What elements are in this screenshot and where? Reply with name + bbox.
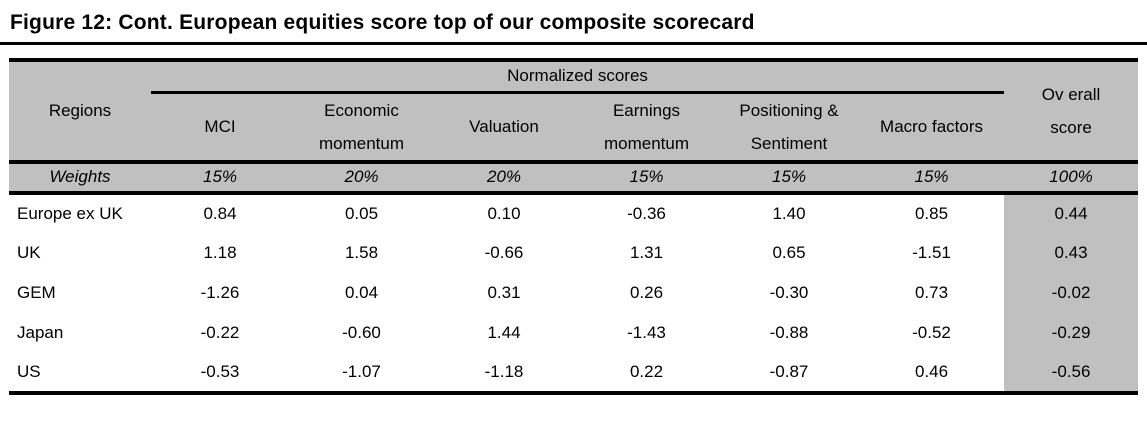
header-labels-row: MCI Economic momentum Valuation Earnings…	[9, 92, 1139, 162]
score-cell: 1.18	[203, 242, 237, 262]
score-cell: 0.22	[629, 361, 664, 381]
score-cell: -1.26	[200, 282, 240, 302]
column-header-valuation: Valuation	[434, 92, 574, 162]
score-cell: 0.26	[629, 282, 664, 302]
weight-cell: 20%	[434, 161, 574, 193]
score-cell: 0.10	[487, 203, 521, 223]
score-cell: 1.44	[487, 322, 521, 342]
weight-cell: 15%	[719, 161, 859, 193]
table-row-us: US -0.53 -1.07 -1.18 0.22 -0.87 0.46 -0.…	[9, 352, 1139, 393]
region-cell: US	[17, 361, 41, 381]
score-cell: 1.31	[629, 242, 664, 262]
score-cell: 0.46	[914, 361, 949, 381]
weights-label: Weights	[9, 161, 151, 193]
figure-title: Figure 12: Cont. European equities score…	[10, 11, 755, 34]
score-cell: 0.31	[487, 282, 521, 302]
overall-score-cell: 0.44	[1004, 192, 1139, 233]
score-cell: -0.66	[484, 242, 524, 262]
score-cell: -0.53	[200, 361, 240, 381]
column-header-economic-momentum: Economic momentum	[289, 92, 434, 162]
table-row-japan: Japan -0.22 -0.60 1.44 -1.43 -0.88 -0.52…	[9, 312, 1139, 353]
overall-score-cell: 0.43	[1004, 232, 1139, 273]
overall-score-header: Ov erall score	[1004, 60, 1139, 162]
score-cell: 0.04	[344, 282, 379, 302]
table-row-europe-ex-uk: Europe ex UK 0.84 0.05 0.10 -0.36 1.40 0…	[9, 192, 1139, 233]
score-cell: 0.84	[203, 203, 237, 223]
title-rule	[0, 42, 1147, 45]
score-cell: -0.22	[200, 322, 240, 342]
scorecard-table: Regions Normalized scores Ov erall score…	[9, 58, 1139, 395]
table-row-uk: UK 1.18 1.58 -0.66 1.31 0.65 -1.51 0.43	[9, 232, 1139, 273]
region-cell: GEM	[17, 282, 56, 302]
overall-score-header-line2: score	[1050, 117, 1092, 137]
score-cell: -0.87	[769, 361, 809, 381]
weight-cell: 15%	[574, 161, 719, 193]
column-header-positioning-sentiment: Positioning & Sentiment	[719, 92, 859, 162]
table-row-gem: GEM -1.26 0.04 0.31 0.26 -0.30 0.73 -0.0…	[9, 272, 1139, 313]
score-cell: -0.36	[627, 203, 666, 223]
overall-weight-cell: 100%	[1004, 161, 1139, 193]
score-cell: 1.40	[772, 203, 806, 223]
weights-row: Weights 15% 20% 20% 15% 15% 15% 100%	[9, 161, 1139, 193]
score-cell: 1.58	[344, 242, 379, 262]
score-cell: -0.60	[342, 322, 381, 342]
column-header-macro-factors: Macro factors	[859, 92, 1005, 162]
group-header-normalized-scores: Normalized scores	[151, 60, 1005, 94]
weight-cell: 15%	[151, 161, 289, 193]
overall-score-cell: -0.56	[1004, 352, 1139, 393]
score-cell: -0.30	[769, 282, 809, 302]
column-header-earnings-momentum: Earnings momentum	[574, 92, 719, 162]
score-cell: -1.51	[912, 242, 951, 262]
overall-score-cell: -0.29	[1004, 312, 1139, 353]
score-cell: -0.52	[912, 322, 951, 342]
score-cell: 0.85	[914, 203, 949, 223]
overall-score-cell: -0.02	[1004, 272, 1139, 313]
score-cell: 0.73	[914, 282, 949, 302]
region-cell: Europe ex UK	[17, 203, 123, 223]
weight-cell: 20%	[289, 161, 434, 193]
score-cell: 0.05	[344, 203, 379, 223]
weight-cell: 15%	[859, 161, 1005, 193]
score-cell: -0.88	[769, 322, 809, 342]
regions-header: Regions	[9, 60, 151, 162]
overall-score-header-line1: Ov erall	[1041, 84, 1101, 104]
score-cell: 0.65	[772, 242, 806, 262]
score-cell: -1.43	[627, 322, 666, 342]
column-header-mci: MCI	[151, 92, 289, 162]
score-cell: -1.07	[342, 361, 381, 381]
region-cell: UK	[17, 242, 41, 262]
score-cell: -1.18	[484, 361, 524, 381]
header-group-row: Regions Normalized scores Ov erall score	[9, 60, 1139, 162]
region-cell: Japan	[17, 322, 64, 342]
